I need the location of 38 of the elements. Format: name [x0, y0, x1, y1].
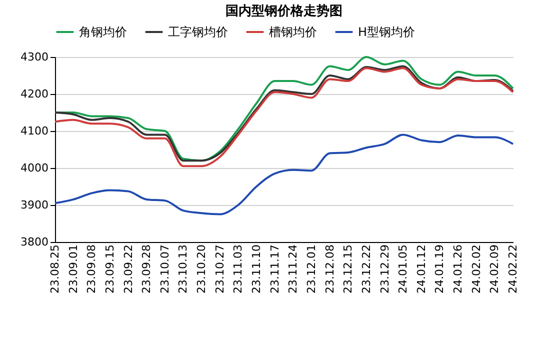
x-tick-label: 23.12.22 [360, 244, 373, 294]
x-tick-label: 23.10.20 [195, 244, 208, 294]
x-tick-label: 24.01.26 [452, 244, 465, 294]
x-tick-label: 23.11.03 [232, 244, 245, 294]
x-tick-label: 24.01.12 [414, 244, 428, 294]
x-tick-label: 23.10.27 [213, 244, 226, 294]
x-tick-label: 23.12.29 [378, 244, 392, 294]
x-tick-label: 23.12.08 [323, 244, 336, 294]
y-tick-label: 4300 [20, 50, 48, 64]
x-tick-label: 23.10.13 [176, 244, 190, 294]
x-tick-label: 23.09.22 [122, 244, 135, 294]
x-tick-label: 23.09.15 [103, 244, 116, 294]
x-tick-label: 23.11.10 [250, 244, 264, 294]
line-series [54, 134, 514, 216]
x-tick-label: 24.02.02 [470, 244, 483, 294]
x-tick-label: 24.02.22 [506, 244, 520, 294]
y-tick-label: 4000 [20, 162, 48, 174]
x-tick-label: 23.09.01 [66, 244, 80, 294]
legend-label: 角钢均价 [79, 25, 127, 39]
legend-label: 槽钢均价 [269, 25, 317, 39]
legend-label: 工字钢均价 [168, 25, 228, 39]
x-tick-label: 23.09.08 [85, 244, 98, 294]
y-tick-label: 3900 [20, 198, 48, 212]
y-tick-label: 4100 [20, 124, 48, 138]
x-tick-label: 23.08.25 [48, 244, 62, 294]
x-tick-label: 24.01.19 [433, 244, 446, 294]
x-tick-label: 23.11.17 [268, 244, 282, 294]
x-tick-label: 23.12.15 [342, 244, 355, 294]
x-tick-label: 23.12.01 [304, 244, 318, 294]
x-tick-label: 24.01.05 [396, 244, 410, 294]
x-tick-label: 23.10.07 [158, 244, 172, 294]
y-tick-label: 3800 [20, 236, 48, 248]
x-tick-label: 23.09.28 [140, 244, 154, 294]
x-tick-label: 24.02.09 [488, 244, 502, 294]
y-tick-label: 4200 [20, 88, 48, 100]
legend-label: H型钢均价 [358, 25, 416, 39]
chart-title: 国内型钢价格走势图 [226, 3, 342, 19]
x-tick-label: 23.11.24 [286, 244, 300, 294]
